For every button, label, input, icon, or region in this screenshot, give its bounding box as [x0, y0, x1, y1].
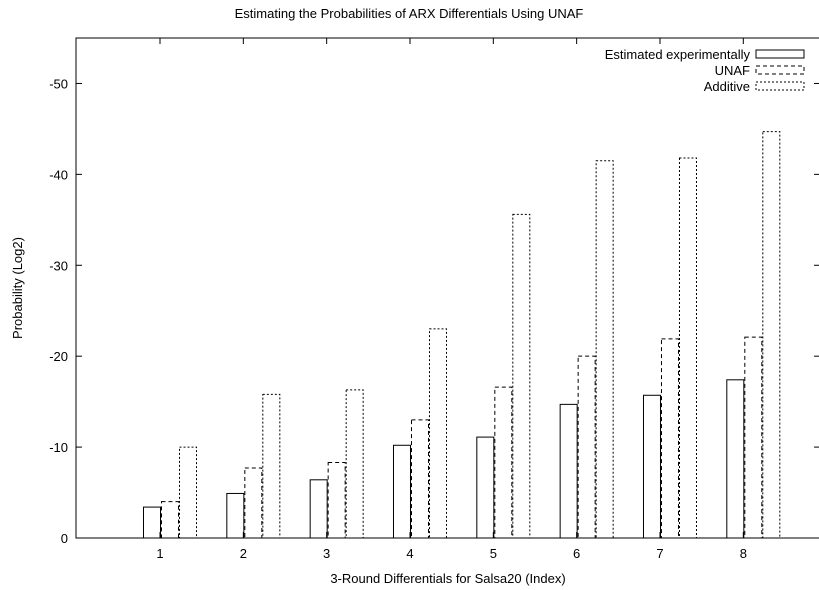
bar-series-1-cat-3 [309, 479, 328, 539]
x-tick-label: 2 [240, 546, 247, 561]
plot-frame [75, 37, 819, 539]
y-tick-label: -30 [49, 258, 68, 273]
bar-series-1-cat-1 [143, 506, 161, 539]
bar-series-3-cat-3 [345, 389, 364, 539]
bar-series-3-cat-2 [262, 393, 281, 539]
chart-title: Estimating the Probabilities of ARX Diff… [235, 6, 584, 21]
y-tick-label: -50 [49, 76, 68, 91]
x-axis-label: 3-Round Differentials for Salsa20 (Index… [330, 571, 565, 586]
bar-series-2-cat-8 [744, 336, 763, 539]
bar-series-2-cat-7 [660, 338, 679, 539]
y-tick-label: -20 [49, 349, 68, 364]
x-axis: 1 2 3 4 5 6 7 8 [156, 38, 747, 561]
bar-series-2-cat-1 [161, 501, 179, 539]
legend-label: UNAF [715, 63, 750, 78]
legend-swatch [755, 65, 805, 75]
x-tick-label: 3 [323, 546, 330, 561]
y-tick-label: -10 [49, 440, 68, 455]
bar-series-1-cat-8 [726, 379, 745, 539]
legend-swatch [755, 81, 805, 91]
bar-series-1-cat-7 [642, 394, 661, 539]
bar-series-3-cat-5 [512, 213, 531, 539]
x-tick-label: 5 [490, 546, 497, 561]
bar-series-3-cat-6 [595, 160, 614, 539]
y-tick-label: 0 [61, 531, 68, 546]
bar-series-3-cat-8 [762, 131, 781, 539]
bar-series-3-cat-1 [179, 446, 197, 539]
x-tick-label: 7 [656, 546, 663, 561]
bar-series-2-cat-5 [494, 386, 513, 539]
bar-series-2-cat-2 [244, 467, 263, 539]
legend-label: Additive [704, 79, 750, 94]
bar-series-3-cat-4 [428, 328, 447, 539]
bar-series-3-cat-7 [678, 157, 697, 539]
x-tick-label: 6 [573, 546, 580, 561]
bar-series-2-cat-3 [327, 462, 346, 539]
bar-series-2-cat-6 [577, 355, 596, 539]
bar-series-2-cat-4 [410, 419, 429, 539]
y-tick-label: -40 [49, 167, 68, 182]
x-tick-label: 1 [156, 546, 163, 561]
bars-group [143, 131, 781, 539]
bar-series-1-cat-2 [226, 492, 245, 539]
x-tick-label: 8 [740, 546, 747, 561]
bar-series-1-cat-5 [476, 436, 495, 539]
y-axis-label: Probability (Log2) [10, 237, 25, 339]
bar-series-1-cat-4 [392, 444, 411, 539]
bar-series-1-cat-6 [559, 403, 578, 539]
legend-swatch [755, 49, 805, 59]
x-tick-label: 4 [406, 546, 413, 561]
y-axis: 0 -10 -20 -30 -40 -50 [49, 76, 819, 546]
legend-label: Estimated experimentally [605, 47, 751, 62]
